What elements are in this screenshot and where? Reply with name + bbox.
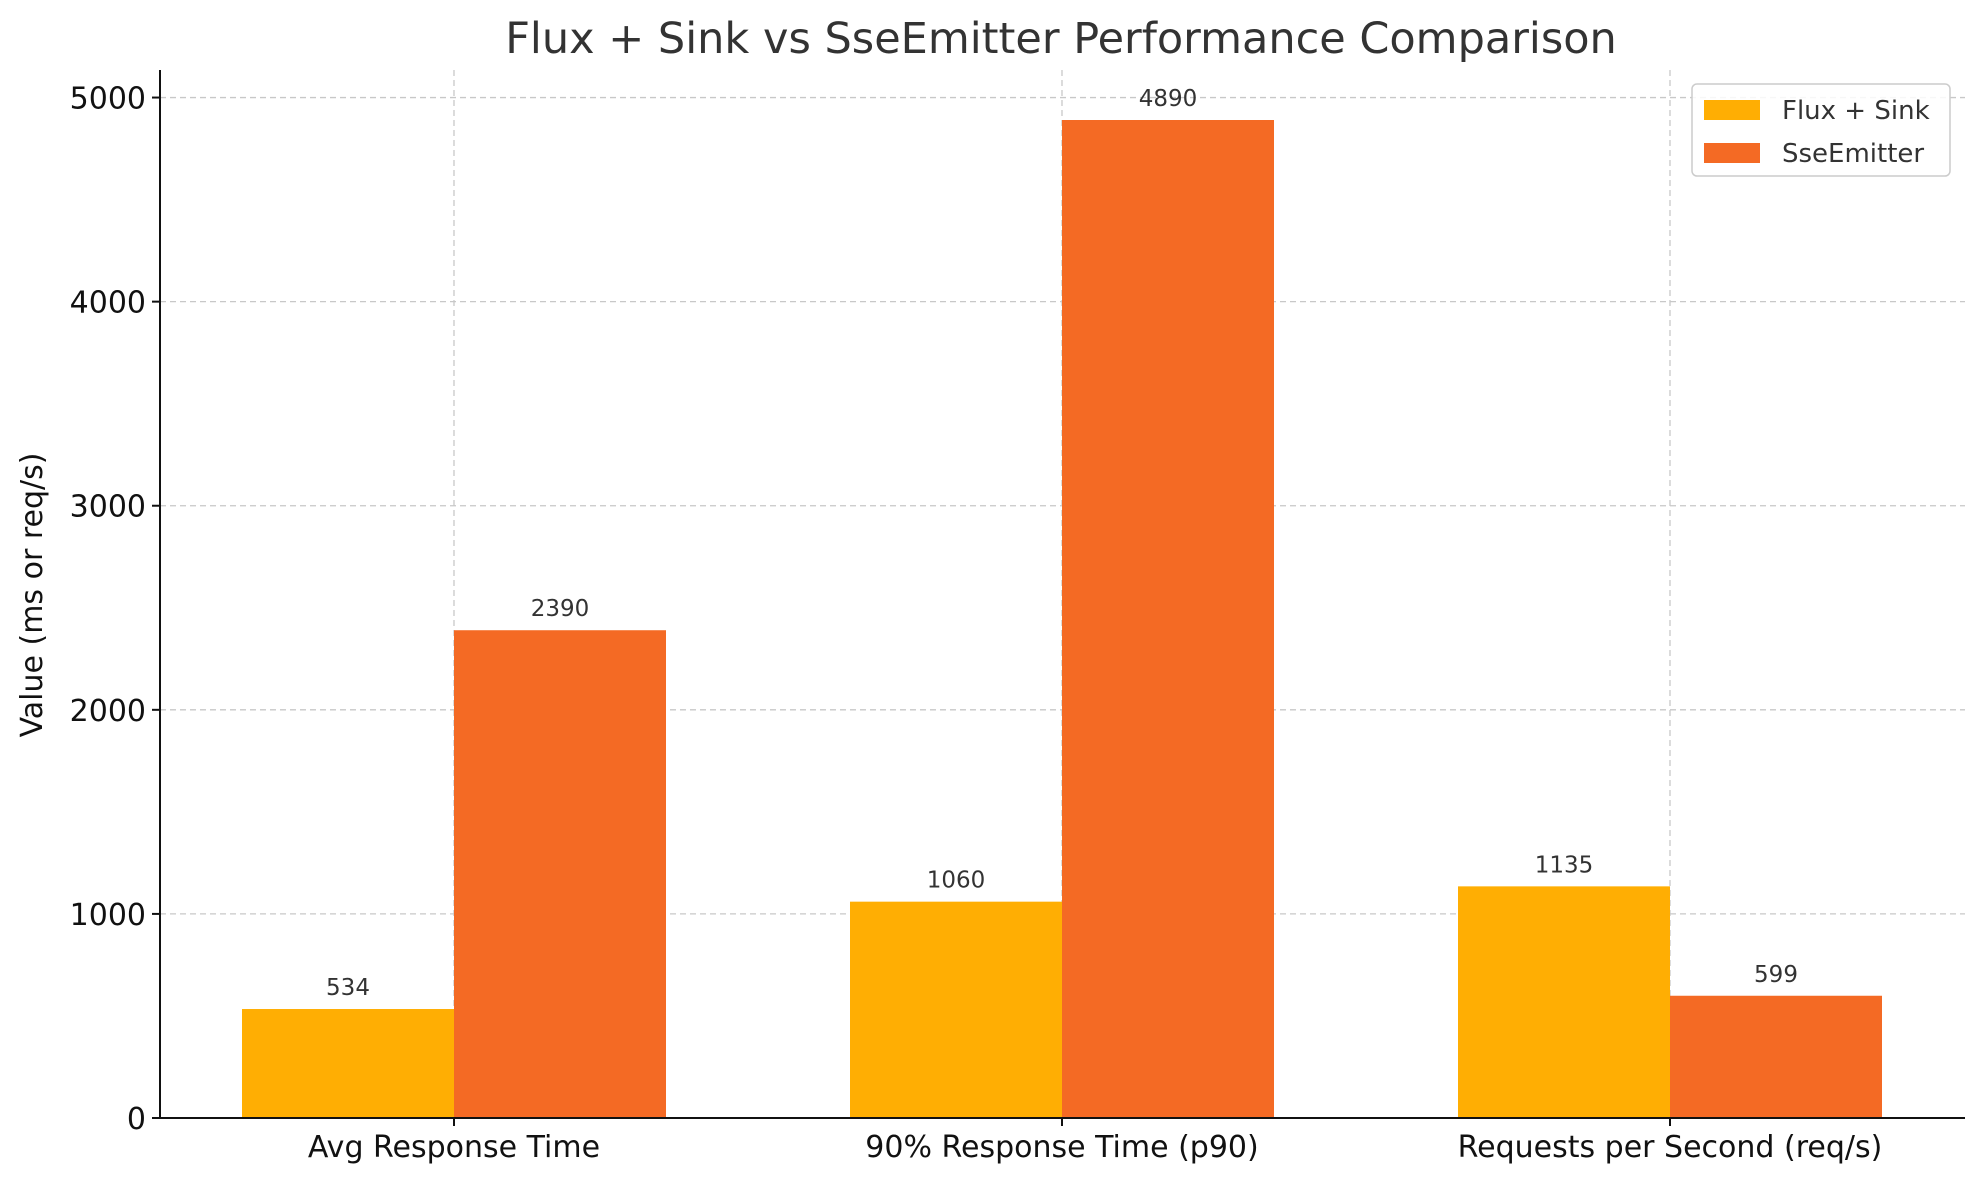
y-tick-label: 0 (127, 1102, 146, 1137)
x-tick-label: Avg Response Time (308, 1130, 600, 1165)
x-tick-label: Requests per Second (req/s) (1458, 1130, 1883, 1165)
data-label: 534 (326, 975, 370, 1001)
y-tick-label: 3000 (70, 490, 146, 525)
legend-swatch (1704, 143, 1760, 163)
bars (242, 120, 1882, 1118)
data-label: 599 (1754, 962, 1798, 988)
data-label: 4890 (1139, 86, 1198, 112)
tick-labels: 0 1000 2000 3000 4000 5000 Avg Response Time 90… (70, 82, 1883, 1165)
bar (454, 630, 666, 1118)
chart-title: Flux + Sink vs SseEmitter Performance Co… (505, 14, 1617, 64)
y-tick-label: 1000 (70, 898, 146, 933)
data-label: 1060 (927, 868, 986, 894)
legend-label: Flux + Sink (1782, 96, 1930, 126)
data-label: 2390 (531, 596, 590, 622)
legend-label: SseEmitter (1782, 139, 1924, 169)
y-tick-label: 5000 (70, 82, 146, 117)
data-labels: 534 1060 1135 2390 4890 599 (326, 86, 1798, 1001)
bar (242, 1009, 454, 1118)
bar (1670, 995, 1882, 1118)
y-axis-label: Value (ms or req/s) (15, 453, 50, 738)
legend-swatch (1704, 100, 1760, 120)
bar (850, 901, 1062, 1118)
bar (1458, 886, 1670, 1118)
legend: Flux + Sink SseEmitter (1691, 83, 1951, 177)
y-tick-label: 4000 (70, 286, 146, 321)
y-tick-label: 2000 (70, 694, 146, 729)
axes (152, 70, 1965, 1126)
bar (1062, 120, 1274, 1118)
data-label: 1135 (1535, 852, 1594, 878)
x-tick-label: 90% Response Time (p90) (865, 1130, 1258, 1165)
